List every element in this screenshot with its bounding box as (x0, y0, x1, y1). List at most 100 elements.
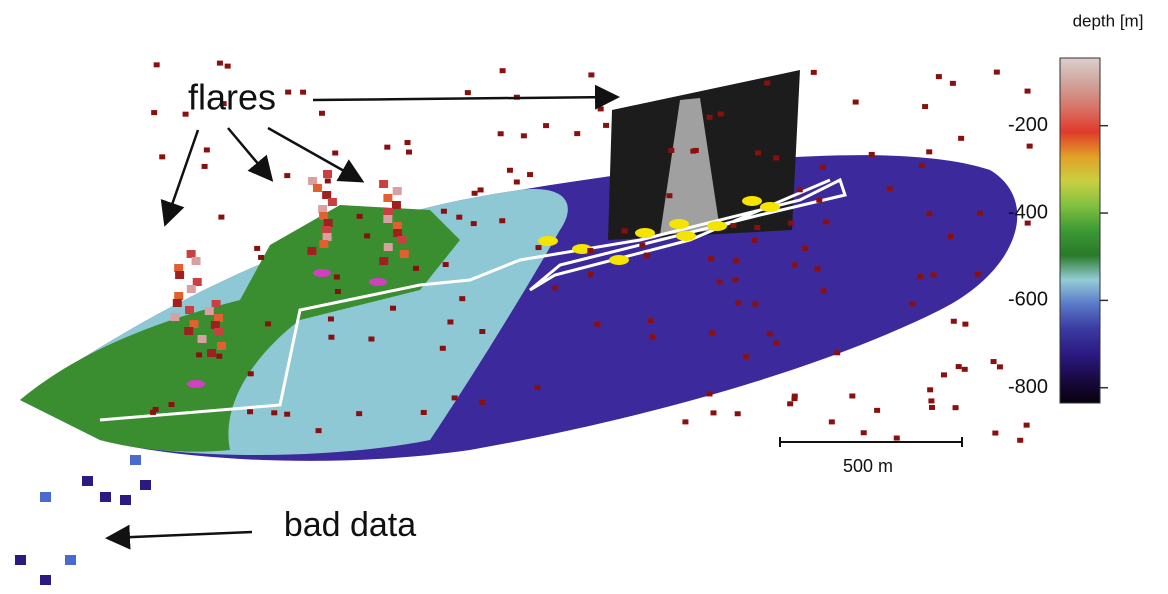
voxel (196, 352, 202, 357)
voxel (788, 221, 794, 226)
voxel (313, 184, 322, 192)
voxel (931, 272, 937, 277)
voxel (1027, 144, 1033, 149)
voxel (328, 335, 334, 340)
voxel (307, 247, 316, 255)
colorbar-tick-label: -600 (1008, 289, 1048, 311)
voxel (254, 246, 260, 251)
voxel (478, 187, 484, 192)
voxel (787, 401, 793, 406)
voxel (543, 123, 549, 128)
voxel (217, 61, 223, 66)
voxel (393, 229, 402, 237)
voxel (535, 245, 541, 250)
voxel (364, 233, 370, 238)
voxel (472, 191, 478, 196)
voxel (707, 391, 713, 396)
voxel (975, 272, 981, 277)
voxel (834, 350, 840, 355)
voxel (717, 279, 723, 284)
voxel (214, 314, 223, 322)
colorbar-tick-label: -200 (1008, 114, 1048, 136)
voxel (928, 398, 934, 403)
voxel (752, 302, 758, 307)
voxel (308, 177, 317, 185)
voxel (40, 492, 51, 502)
voxel (992, 431, 998, 436)
colorbar-tick-label: -800 (1008, 376, 1048, 398)
scale-bar (780, 437, 962, 447)
voxel (950, 81, 956, 86)
voxel (773, 155, 779, 160)
voxel (764, 80, 770, 85)
voxel (173, 299, 182, 307)
voxel (708, 256, 714, 261)
voxel (130, 455, 141, 465)
voxel (791, 396, 797, 401)
voxel (357, 214, 363, 219)
voxel (919, 163, 925, 168)
voxel (398, 236, 407, 244)
voxel (958, 136, 964, 141)
voxel (521, 133, 527, 138)
voxel (322, 191, 331, 199)
bathymetry-scene (15, 61, 1033, 585)
voxel (929, 405, 935, 410)
voxel (594, 322, 600, 327)
voxel (941, 372, 947, 377)
voxel (792, 262, 798, 267)
voxel (507, 168, 513, 173)
voxel (735, 300, 741, 305)
voxel (452, 395, 458, 400)
voxel (922, 104, 928, 109)
voxel (205, 307, 214, 315)
voxel (405, 140, 411, 145)
voxel (65, 555, 76, 565)
voxel (384, 145, 390, 150)
voxel (718, 111, 724, 116)
voxel (471, 221, 477, 226)
voxel (603, 123, 609, 128)
voxel (735, 411, 741, 416)
voxel (185, 306, 194, 314)
voxel (861, 430, 867, 435)
voxel (325, 178, 331, 183)
voxel (393, 222, 402, 230)
voxel (465, 90, 471, 95)
voxel (153, 407, 159, 412)
voxel (170, 313, 179, 321)
voxel (218, 215, 224, 220)
voxel (552, 285, 558, 290)
voxel (187, 250, 196, 258)
voxel (421, 410, 427, 415)
voxel (820, 165, 826, 170)
voxel (647, 318, 653, 323)
voxel (730, 223, 736, 228)
voxel (443, 262, 449, 267)
voxel (802, 246, 808, 251)
voxel (644, 253, 650, 258)
voxel (479, 329, 485, 334)
voxel (285, 90, 291, 95)
voxel (319, 212, 328, 220)
voxel (392, 201, 401, 209)
voxel (184, 327, 193, 335)
voxel (500, 68, 506, 73)
voxel (140, 480, 151, 490)
voxel (168, 402, 174, 407)
voxel (332, 151, 338, 156)
voxel (368, 337, 374, 342)
voxel (334, 274, 340, 279)
voxel (284, 412, 290, 417)
voxel (175, 271, 184, 279)
scale-bar-label: 500 m (843, 456, 893, 476)
voxel (887, 186, 893, 191)
voxel (534, 385, 540, 390)
voxel (755, 150, 761, 155)
voxel (1024, 423, 1030, 428)
voxel (82, 476, 93, 486)
voxel (300, 90, 306, 95)
voxel (499, 218, 505, 223)
colorbar-title: depth [m] (1073, 11, 1144, 30)
voxel (323, 170, 332, 178)
